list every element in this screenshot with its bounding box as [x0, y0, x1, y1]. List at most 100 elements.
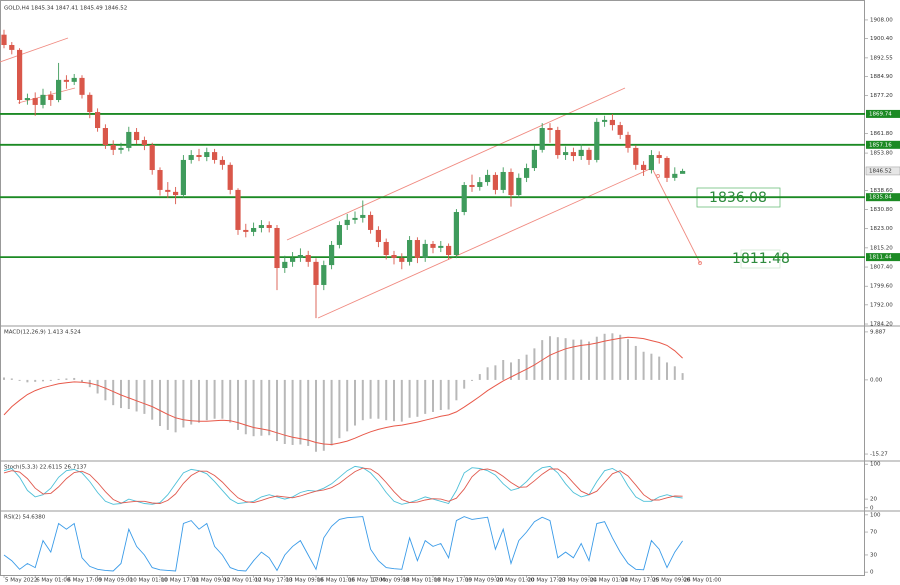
- level-label: 1857.16: [869, 142, 892, 148]
- macd-bar: [190, 379, 193, 425]
- macd-bar: [478, 374, 481, 380]
- x-tick-label: 18 May 01:00: [403, 578, 441, 584]
- macd-bar: [369, 379, 372, 419]
- x-tick-label: 6 May 17:00: [67, 578, 102, 584]
- annotation: 1811.48: [732, 251, 790, 267]
- candle-body: [188, 155, 194, 160]
- candle-body: [352, 217, 358, 220]
- candle-body: [282, 261, 288, 269]
- y-tick-label: 1784.20: [870, 322, 893, 328]
- y-tick-label: 1908.00: [870, 17, 893, 23]
- candle-body: [63, 79, 69, 82]
- candle-body: [492, 174, 498, 190]
- macd-bar: [666, 362, 668, 380]
- macd-bar: [346, 379, 349, 432]
- macd-bar: [104, 379, 107, 401]
- macd-bar: [307, 379, 310, 446]
- macd-bar: [556, 337, 559, 380]
- level-label: 1811.44: [869, 255, 892, 261]
- candle-body: [71, 77, 77, 82]
- candle-body: [414, 240, 420, 258]
- x-tick-label: 20 May 17:00: [528, 578, 566, 584]
- candle-body: [313, 261, 319, 285]
- macd-bar: [120, 379, 122, 409]
- macd-bar: [291, 379, 294, 445]
- y-tick-label: 70: [870, 530, 877, 536]
- y-tick-label: 0: [870, 505, 874, 511]
- macd-bar: [549, 336, 551, 380]
- candle-body: [563, 152, 569, 156]
- macd-bar: [57, 378, 60, 380]
- macd-bar: [260, 379, 263, 436]
- candle-body: [173, 191, 179, 196]
- macd-bar: [330, 379, 333, 446]
- x-tick-label: 19 May 09:00: [465, 578, 503, 584]
- macd-bar: [151, 379, 154, 420]
- candle-body: [438, 245, 444, 248]
- candle-body: [375, 229, 381, 242]
- candle-body: [641, 164, 647, 171]
- y-tick-label: 100: [870, 462, 881, 468]
- x-tick-label: 5 May 2022: [5, 578, 37, 584]
- candle-body: [500, 171, 506, 190]
- y-tick-label: 1853.80: [870, 151, 893, 157]
- candle-body: [40, 94, 46, 105]
- macd-bar: [377, 379, 380, 419]
- candle-body: [602, 119, 608, 122]
- x-tick-label: 9 May 09:00: [99, 578, 134, 584]
- level-label-box: [866, 253, 900, 262]
- macd-bar: [65, 378, 68, 380]
- candle-body: [336, 225, 342, 245]
- current-price-box: [865, 166, 900, 176]
- candle-body: [17, 49, 23, 101]
- macd-bar: [533, 348, 536, 380]
- candle-body: [157, 170, 163, 190]
- candle-body: [539, 128, 545, 150]
- candle-body: [485, 174, 491, 183]
- plot-frame: [0, 0, 865, 576]
- level-label-box: [866, 109, 900, 118]
- candle-body: [32, 98, 38, 105]
- macd-bar: [127, 379, 130, 410]
- macd-bar: [18, 379, 21, 381]
- candle-body: [422, 243, 428, 258]
- candle-body: [219, 159, 225, 165]
- candle-body: [321, 265, 327, 285]
- x-tick-label: 10 May 01:00: [130, 578, 168, 584]
- macd-bar: [354, 379, 356, 426]
- candle-body: [329, 244, 335, 266]
- candle-body: [391, 255, 397, 258]
- candle-body: [531, 149, 537, 169]
- candle-body: [399, 257, 405, 262]
- candle-body: [453, 212, 459, 255]
- trend-line: [0, 37, 69, 63]
- candle-body: [594, 121, 600, 160]
- candle-body: [290, 257, 296, 262]
- macd-signal-line: [3, 336, 683, 446]
- projection-line: [651, 167, 701, 264]
- x-tick-label: 24 May 17:00: [621, 578, 659, 584]
- macd-bar: [10, 378, 13, 380]
- macd-bar: [603, 333, 606, 380]
- candle-body: [656, 155, 662, 158]
- macd-bar: [322, 379, 325, 451]
- y-tick-label: 30: [870, 552, 877, 558]
- marker: [698, 261, 702, 265]
- candle-body: [134, 131, 140, 141]
- x-tick-label: 26 May 01:00: [684, 578, 722, 584]
- candle-body: [305, 255, 311, 262]
- x-tick-label: 25 May 09:00: [652, 578, 690, 584]
- candle-body: [547, 128, 553, 130]
- macd-bar: [502, 360, 505, 380]
- macd-bar: [494, 365, 497, 380]
- indicator-line: [3, 465, 683, 505]
- macd-bar: [572, 339, 575, 380]
- macd-bar: [166, 379, 169, 430]
- candle-body: [570, 152, 576, 157]
- y-tick-label: 20: [870, 497, 877, 503]
- macd-bar: [268, 379, 271, 436]
- indicator-line: [3, 467, 683, 504]
- trend-line: [317, 167, 653, 319]
- candle-body: [524, 168, 530, 178]
